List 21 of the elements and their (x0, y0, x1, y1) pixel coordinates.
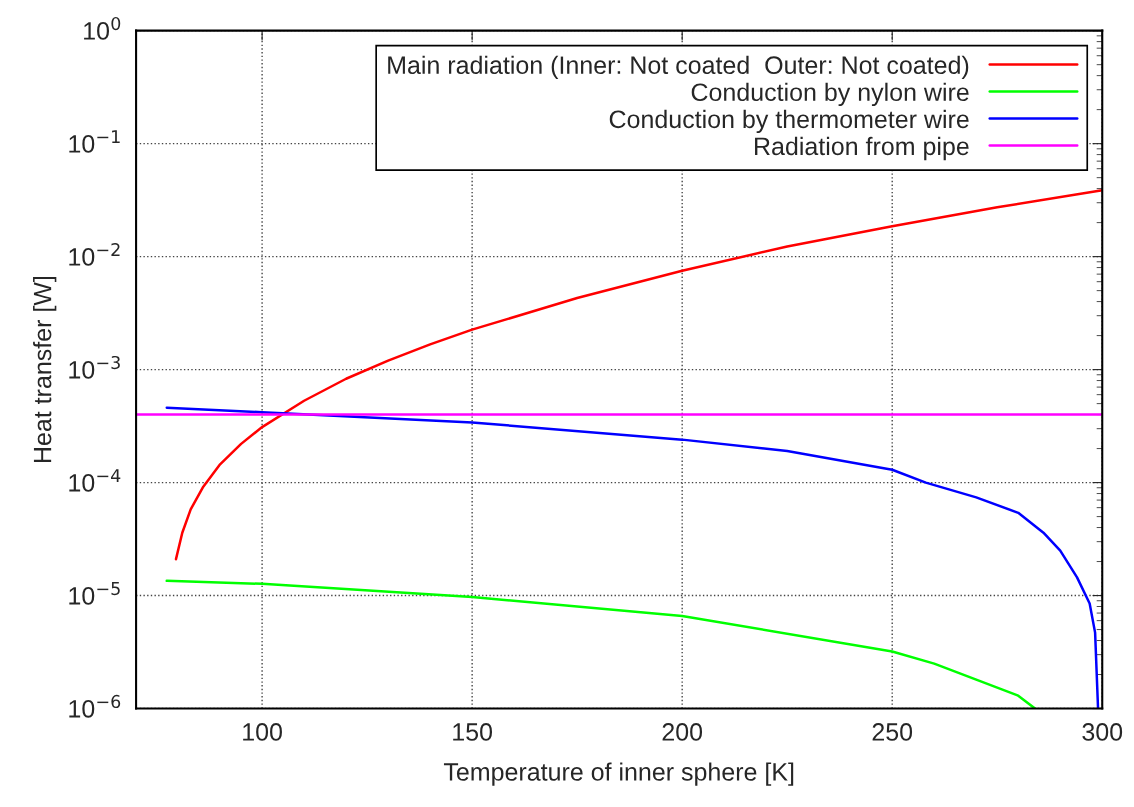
y-tick-label: 10$^{−4}$ (69, 469, 121, 492)
x-tick-label: 300 (1082, 723, 1123, 741)
legend-label: Conduction by thermometer wire (609, 109, 969, 134)
y-tick-label: 10$^{−5}$ (69, 582, 120, 605)
y-tick-label: 10$^{−1}$ (69, 130, 120, 153)
y-axis-title: Heat transfer [W] (33, 276, 57, 463)
x-tick-label: 150 (453, 723, 493, 741)
legend-label: Main radiation (Inner: Not coated Outer: Not coated) (388, 55, 969, 79)
x-axis-title: Temperature of inner sphere [K] (443, 762, 794, 786)
y-tick-label: 10$^{−2}$ (69, 242, 120, 266)
x-tick-label: 100 (243, 723, 282, 741)
line-series (174, 188, 1103, 561)
x-tick-label: 250 (872, 723, 913, 741)
line-series (165, 406, 1100, 709)
legend-label: Conduction by nylon wire (691, 82, 969, 107)
y-tick-label: 10$^{0}$ (84, 16, 121, 40)
x-tick-label: 200 (662, 723, 703, 741)
line-series (165, 579, 1037, 709)
y-tick-label: 10$^{−6}$ (69, 694, 121, 718)
y-tick-label: 10$^{−3}$ (69, 355, 120, 379)
legend-label: Radiation from pipe (755, 136, 969, 161)
